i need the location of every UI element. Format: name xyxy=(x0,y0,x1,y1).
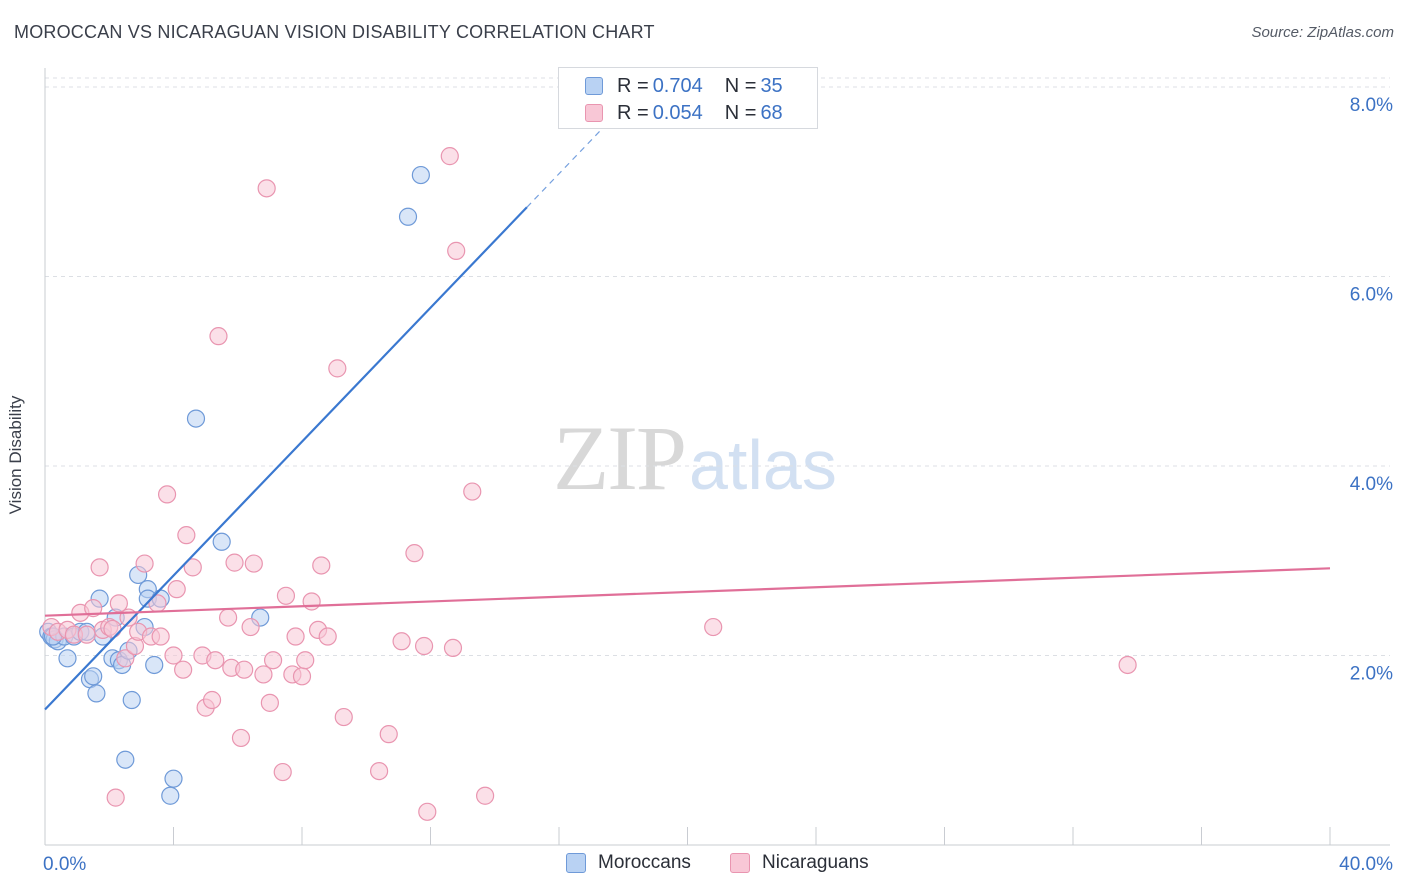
nicaraguan-point xyxy=(231,728,251,748)
nicaraguan-point xyxy=(440,147,459,166)
moroccan-point xyxy=(58,649,77,668)
moroccan-point xyxy=(87,684,106,703)
nicaraguan-point xyxy=(116,649,135,668)
nicaraguan-point xyxy=(704,617,723,637)
moroccan-point xyxy=(411,165,430,185)
moroccan-point xyxy=(398,207,418,226)
moroccan-trend-line xyxy=(44,206,528,711)
nicaraguan-point xyxy=(157,485,177,504)
legend-swatch-blue xyxy=(585,77,603,95)
nicaraguan-point xyxy=(77,625,96,644)
nicaraguan-point xyxy=(296,651,315,670)
legend-n-value: 35 xyxy=(760,74,783,97)
legend-item-moroccans[interactable]: Moroccans xyxy=(566,852,691,874)
legend-row-nicaraguans: R = 0.054 N = 68 xyxy=(585,100,805,126)
nicaraguan-point xyxy=(84,599,103,618)
legend-r-label: R = xyxy=(617,74,649,97)
nicaraguan-point xyxy=(103,619,122,639)
nicaraguan-point xyxy=(476,786,495,805)
nicaraguan-point xyxy=(90,558,109,577)
nicaraguan-point xyxy=(219,608,238,627)
nicaraguan-point xyxy=(106,788,125,807)
nicaraguan-point xyxy=(151,627,170,646)
nicaraguan-point xyxy=(405,544,424,563)
moroccan-point xyxy=(186,409,206,428)
nicaraguan-point xyxy=(241,617,260,637)
nicaraguan-point xyxy=(418,802,437,821)
legend-r-value: 0.054 xyxy=(652,101,703,124)
nicaraguan-point xyxy=(379,725,398,744)
y-tick-label: 4.0% xyxy=(1350,474,1393,495)
legend-label-moroccans: Moroccans xyxy=(598,852,691,873)
legend-swatch-blue xyxy=(566,853,586,873)
x-tick-label-min: 0.0% xyxy=(43,854,86,875)
nicaraguan-point xyxy=(286,627,305,646)
y-tick-label: 8.0% xyxy=(1350,95,1393,116)
moroccan-point xyxy=(212,532,231,551)
y-tick-label: 2.0% xyxy=(1350,663,1393,684)
nicaraguan-point xyxy=(260,693,279,712)
nicaraguan-point xyxy=(292,667,312,686)
nicaraguan-point xyxy=(235,660,254,679)
nicaraguan-point xyxy=(174,660,193,679)
legend-label-nicaraguans: Nicaraguans xyxy=(762,852,869,873)
nicaraguan-point xyxy=(318,627,337,646)
nicaraguan-point xyxy=(263,651,283,670)
nicaraguan-point xyxy=(183,558,202,577)
moroccan-point xyxy=(84,667,103,686)
nicaraguan-trend-line xyxy=(44,567,1331,617)
nicaraguan-point xyxy=(257,179,276,198)
legend-swatch-pink xyxy=(730,853,750,873)
nicaraguan-point xyxy=(167,580,186,599)
moroccan-trend-extension xyxy=(526,119,611,208)
legend-item-nicaraguans[interactable]: Nicaraguans xyxy=(730,852,869,874)
nicaraguan-point xyxy=(443,638,463,658)
legend-r-label: R = xyxy=(617,101,649,124)
nicaraguan-point xyxy=(302,592,321,611)
moroccan-point xyxy=(161,786,180,805)
nicaraguan-point xyxy=(414,636,434,656)
nicaraguan-point xyxy=(276,586,296,605)
nicaraguan-point xyxy=(312,556,331,575)
moroccan-point xyxy=(116,750,135,769)
nicaraguan-point xyxy=(202,690,222,710)
chart-title: MOROCCAN VS NICARAGUAN VISION DISABILITY… xyxy=(14,22,655,42)
y-tick-label: 6.0% xyxy=(1350,284,1393,305)
legend-n-value: 68 xyxy=(760,101,783,124)
watermark-zip: ZIP xyxy=(553,407,687,509)
nicaraguan-point xyxy=(370,761,389,781)
legend-n-label: N = xyxy=(724,101,757,124)
nicaraguan-point xyxy=(334,707,353,727)
nicaraguan-point xyxy=(328,359,347,378)
nicaraguan-point xyxy=(135,554,154,573)
watermark-atlas: atlas xyxy=(689,426,837,504)
nicaraguan-point xyxy=(463,482,482,501)
nicaraguan-point xyxy=(392,632,411,651)
moroccan-point xyxy=(145,655,164,675)
watermark: ZIPatlas xyxy=(553,405,837,511)
nicaraguan-point xyxy=(273,762,292,782)
moroccan-point xyxy=(122,690,141,710)
nicaraguan-point xyxy=(206,651,225,670)
legend-row-moroccans: R = 0.704 N = 35 xyxy=(585,73,805,99)
legend-swatch-pink xyxy=(585,104,603,122)
nicaraguan-point xyxy=(1118,655,1137,675)
moroccan-point xyxy=(164,769,183,788)
nicaraguan-point xyxy=(164,646,183,665)
nicaraguan-point xyxy=(177,526,196,545)
x-tick-label-max: 40.0% xyxy=(1339,854,1393,875)
nicaraguan-point xyxy=(254,665,273,684)
nicaraguan-point xyxy=(209,327,228,346)
nicaraguan-point xyxy=(244,554,263,573)
legend-r-value: 0.704 xyxy=(652,74,703,97)
correlation-legend: R = 0.704 N = 35 R = 0.054 N = 68 xyxy=(558,67,818,129)
nicaraguan-point xyxy=(447,241,466,260)
legend-n-label: N = xyxy=(724,74,757,97)
nicaraguan-point xyxy=(225,553,244,572)
source-credit: Source: ZipAtlas.com xyxy=(1251,24,1394,41)
series-legend: Moroccans Nicaraguans xyxy=(0,852,1406,878)
